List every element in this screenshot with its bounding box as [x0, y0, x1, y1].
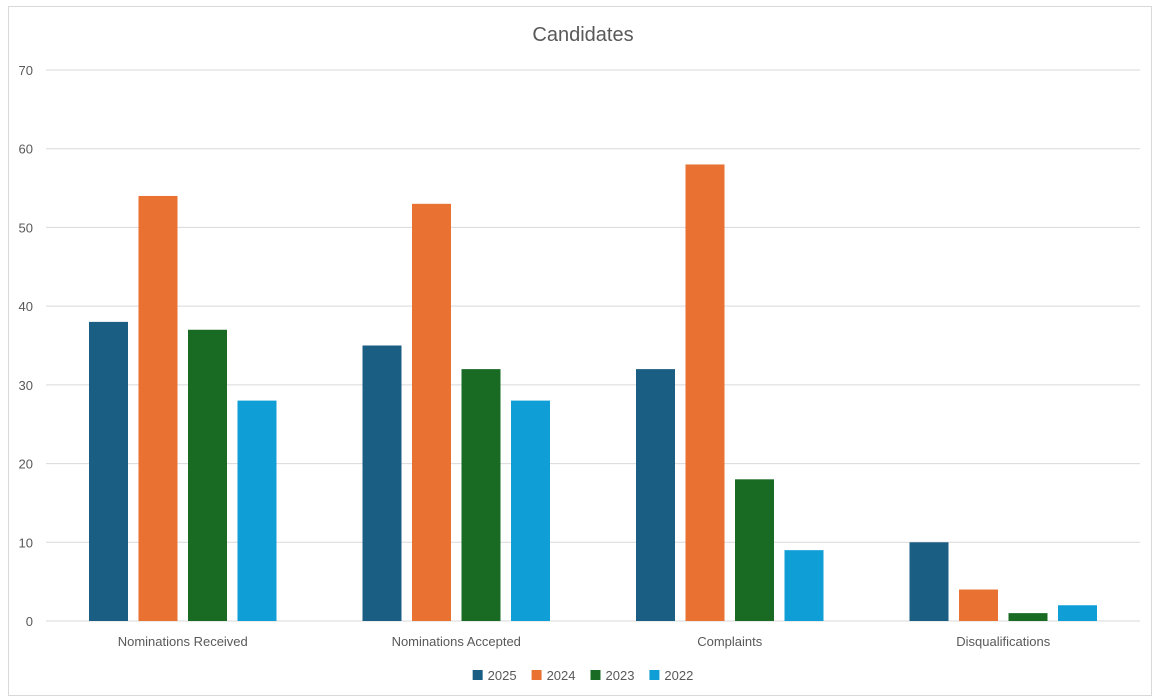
bar-2025-1 [362, 345, 402, 621]
bar-2024-3 [959, 589, 998, 621]
y-tick-label: 40 [19, 299, 33, 314]
bar-2022-2 [784, 550, 824, 621]
bar-2022-3 [1058, 605, 1097, 621]
bar-2023-1 [461, 369, 501, 621]
legend-swatch-2025 [472, 670, 483, 680]
legend-label-2025: 2025 [488, 668, 517, 683]
bar-2025-0 [89, 321, 128, 621]
legend-swatch-2024 [531, 670, 542, 680]
gridlines [46, 69, 1140, 622]
legend-swatch-2022 [649, 670, 660, 680]
x-tick-label: Complaints [697, 634, 763, 649]
y-axis-ticks: 0 10 20 30 40 50 60 70 [19, 63, 33, 629]
bar-2022-0 [237, 400, 277, 621]
legend-label-2023: 2023 [606, 668, 635, 683]
legend-label-2022: 2022 [664, 668, 693, 683]
bar-2024-0 [138, 195, 178, 621]
bar-2024-2 [685, 164, 725, 621]
bar-2023-2 [735, 479, 774, 621]
bar-2022-1 [511, 400, 550, 621]
y-tick-label: 70 [19, 63, 33, 78]
bar-2023-0 [188, 329, 227, 621]
x-tick-label: Nominations Received [118, 634, 248, 649]
bar-2025-3 [909, 542, 949, 621]
x-axis-ticks: Nominations Received Nominations Accepted… [118, 634, 1051, 649]
y-tick-label: 10 [19, 535, 33, 550]
y-tick-label: 20 [19, 457, 33, 472]
legend: 2025 2024 2023 2022 [472, 668, 693, 683]
legend-swatch-2023 [590, 670, 601, 680]
y-tick-label: 30 [19, 378, 33, 393]
bars [89, 164, 1097, 622]
x-tick-label: Disqualifications [956, 634, 1050, 649]
x-tick-label: Nominations Accepted [392, 634, 521, 649]
legend-label-2024: 2024 [547, 668, 576, 683]
chart-title: Candidates [532, 24, 633, 46]
bar-2025-2 [636, 369, 675, 621]
y-tick-label: 0 [26, 614, 33, 629]
y-tick-label: 60 [19, 142, 33, 157]
y-tick-label: 50 [19, 220, 33, 235]
bar-2024-1 [412, 203, 451, 622]
bar-2023-3 [1008, 613, 1048, 621]
